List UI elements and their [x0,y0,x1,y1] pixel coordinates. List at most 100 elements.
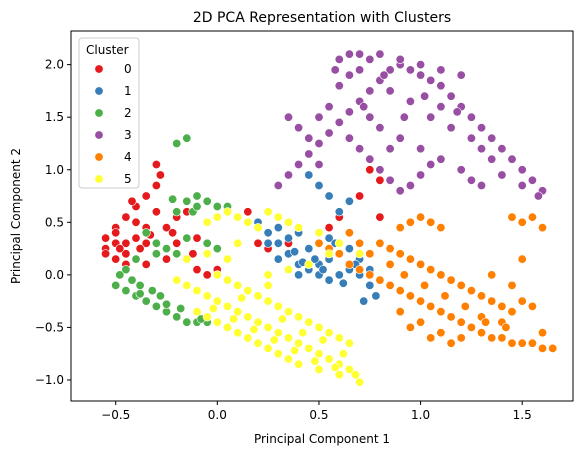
point-cluster-0-20 [101,233,111,243]
point-cluster-1-1 [263,228,273,238]
point-cluster-2-16 [162,244,172,254]
legend-label-5: 5 [124,172,132,186]
point-cluster-1-33 [338,278,348,288]
point-cluster-1-20 [263,238,273,248]
point-cluster-3-28 [355,49,365,59]
point-cluster-5-37 [233,328,243,338]
point-cluster-4-54 [405,322,415,332]
point-cluster-2-15 [151,238,161,248]
point-cluster-2-17 [172,207,182,217]
point-cluster-5-51 [253,223,263,233]
point-cluster-4-3 [344,259,354,269]
point-cluster-1-26 [324,191,334,201]
y-tick-label: −0.5 [35,320,64,334]
point-cluster-5-9 [263,322,273,332]
point-cluster-4-56 [446,338,456,348]
legend-marker-1 [94,86,104,96]
point-cluster-3-44 [456,165,466,175]
point-cluster-2-38 [151,249,161,259]
point-cluster-2-24 [172,249,182,259]
x-axis-label: Principal Component 1 [254,432,390,446]
point-cluster-3-6 [344,107,354,117]
point-cluster-0-4 [141,238,151,248]
point-cluster-2-25 [202,238,212,248]
point-cluster-0-31 [355,191,365,201]
point-cluster-5-69 [277,314,287,324]
point-cluster-3-12 [405,65,415,75]
point-cluster-2-37 [192,202,202,212]
point-cluster-0-10 [151,181,161,191]
point-cluster-5-2 [192,286,202,296]
point-cluster-0-16 [202,270,212,280]
point-cluster-0-48 [115,244,125,254]
point-cluster-3-29 [365,54,375,64]
point-cluster-3-69 [359,102,369,112]
point-cluster-2-33 [182,133,192,143]
point-cluster-4-22 [537,343,547,353]
point-cluster-4-57 [365,249,375,259]
point-cluster-5-43 [294,359,304,369]
point-cluster-5-80 [350,370,360,380]
point-cluster-4-44 [436,223,446,233]
point-cluster-5-8 [253,317,263,327]
point-cluster-3-72 [452,107,462,117]
point-cluster-2-39 [131,254,141,264]
point-cluster-5-46 [202,217,212,227]
point-cluster-5-72 [338,349,348,359]
point-cluster-3-39 [395,186,405,196]
point-cluster-0-7 [121,212,131,222]
point-cluster-4-55 [426,333,436,343]
point-cluster-4-5 [365,270,375,280]
point-cluster-3-10 [385,65,395,75]
point-cluster-5-5 [223,301,233,311]
point-cluster-1-28 [344,196,354,206]
point-cluster-3-49 [283,112,293,122]
point-cluster-3-20 [487,133,497,143]
point-cluster-4-12 [436,307,446,317]
point-cluster-5-55 [294,223,304,233]
point-cluster-1-32 [310,254,320,264]
y-tick-label: 1.0 [45,163,64,177]
point-cluster-3-32 [416,60,426,70]
point-cluster-3-62 [324,102,334,112]
point-cluster-4-19 [507,338,517,348]
point-cluster-0-27 [253,238,263,248]
point-cluster-3-8 [365,86,375,96]
point-cluster-2-36 [162,299,172,309]
point-cluster-3-73 [330,65,340,75]
point-cluster-0-2 [121,249,131,259]
point-cluster-5-48 [223,207,233,217]
point-cluster-5-10 [273,328,283,338]
point-cluster-4-67 [420,280,430,290]
point-cluster-4-50 [395,307,405,317]
point-cluster-4-43 [426,217,436,227]
point-cluster-5-32 [344,338,354,348]
point-cluster-5-11 [283,333,293,343]
point-cluster-4-46 [517,217,527,227]
point-cluster-2-13 [147,286,157,296]
point-cluster-5-25 [273,301,283,311]
point-cluster-3-3 [314,139,324,149]
point-cluster-3-4 [324,128,334,138]
point-cluster-3-1 [294,160,304,170]
point-cluster-3-14 [426,75,436,85]
point-cluster-3-41 [416,170,426,180]
point-cluster-2-14 [155,291,165,301]
point-cluster-0-42 [155,170,165,180]
point-cluster-4-65 [507,280,517,290]
legend-title: Cluster [86,43,129,57]
point-cluster-4-69 [460,301,470,311]
y-tick-label: −1.0 [35,373,64,387]
point-cluster-4-17 [487,333,497,343]
plot-frame [70,30,574,402]
point-cluster-4-6 [375,275,385,285]
point-cluster-3-55 [426,112,436,122]
point-cluster-4-33 [466,286,476,296]
point-cluster-5-21 [233,280,243,290]
point-cluster-5-45 [334,370,344,380]
point-cluster-3-33 [436,65,446,75]
point-cluster-4-64 [487,270,497,280]
point-cluster-4-58 [355,238,365,248]
legend-marker-5 [94,174,104,184]
point-cluster-5-71 [318,335,328,345]
